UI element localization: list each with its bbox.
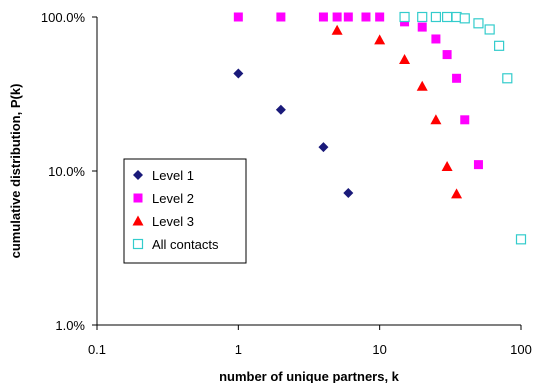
legend-level-1-label: Level 1	[152, 168, 194, 183]
all-contacts-point	[443, 13, 452, 22]
level-1-point	[318, 142, 328, 152]
level-1-point	[276, 105, 286, 115]
x-tick-label: 10	[372, 342, 386, 357]
all-contacts-point	[503, 74, 512, 83]
all-contacts-point	[400, 13, 409, 22]
all-contacts-point	[517, 235, 526, 244]
all-contacts-point	[460, 14, 469, 23]
level-3-point	[399, 54, 410, 64]
level-2-point	[418, 23, 427, 32]
all-contacts-point	[495, 41, 504, 50]
x-tick-label: 1	[235, 342, 242, 357]
level-1-point	[343, 188, 353, 198]
all-contacts-point	[431, 13, 440, 22]
legend-all-contacts-label: All contacts	[152, 237, 219, 252]
level-3-point	[417, 81, 428, 91]
level-2-point	[474, 160, 483, 169]
level-2-point	[443, 50, 452, 59]
x-tick-label: 100	[510, 342, 532, 357]
level-2-point	[234, 13, 243, 22]
level-3-point	[374, 34, 385, 44]
tick-labels: 0.1 1 10 100 1.0% 10.0% 100.0%	[41, 10, 532, 357]
y-axis-title: cumulative distribution, P(k)	[8, 84, 23, 259]
y-tick-label: 100.0%	[41, 10, 86, 25]
x-tick-label: 0.1	[88, 342, 106, 357]
level-2-point	[452, 74, 461, 83]
legend: Level 1 Level 2 Level 3 All contacts	[124, 159, 246, 263]
level-1-point	[233, 68, 243, 78]
legend-all-contacts-marker	[134, 240, 143, 249]
level-3-point	[332, 25, 343, 35]
all-contacts-point	[474, 19, 483, 28]
level-3-point	[451, 188, 462, 198]
y-tick-label: 1.0%	[55, 318, 85, 333]
level-2-point	[319, 13, 328, 22]
level-2-point	[460, 115, 469, 124]
level-2-point	[276, 13, 285, 22]
level-3-point	[430, 114, 441, 124]
data-points	[233, 13, 525, 244]
level-2-point	[375, 13, 384, 22]
level-2-point	[344, 13, 353, 22]
all-contacts-point	[485, 25, 494, 34]
legend-level-3-label: Level 3	[152, 214, 194, 229]
level-3-point	[442, 161, 453, 171]
level-2-point	[431, 34, 440, 43]
x-axis-title: number of unique partners, k	[219, 369, 400, 383]
level-2-point	[333, 13, 342, 22]
legend-level-2-label: Level 2	[152, 191, 194, 206]
level-2-point	[361, 13, 370, 22]
all-contacts-point	[418, 13, 427, 22]
legend-level-2-marker	[134, 194, 143, 203]
y-tick-label: 10.0%	[48, 164, 85, 179]
